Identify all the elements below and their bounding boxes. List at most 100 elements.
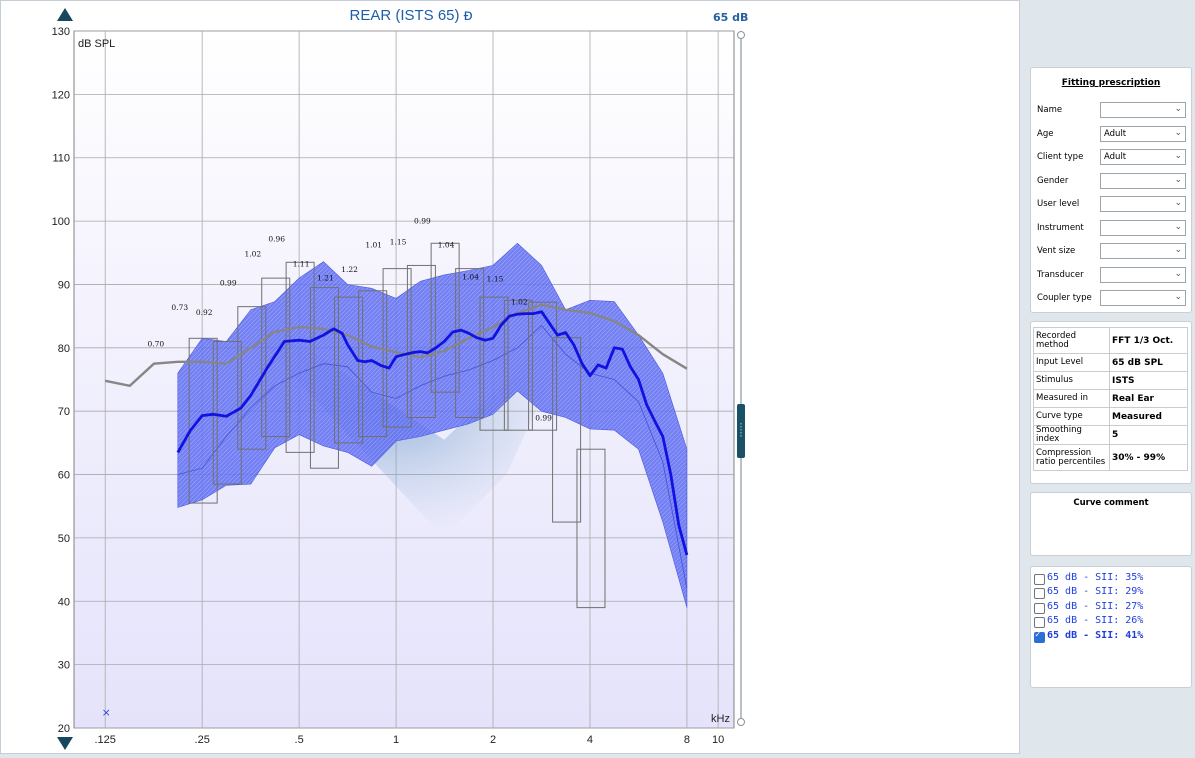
curve-checkbox[interactable] xyxy=(1034,588,1045,600)
prescription-select[interactable]: Adult ⌄ xyxy=(1100,125,1186,142)
info-value: Measured xyxy=(1109,407,1188,426)
prescription-select[interactable]: ⌄ xyxy=(1100,266,1186,283)
chevron-down-icon: ⌄ xyxy=(1174,104,1182,114)
curve-list-item[interactable]: 65 dB - SII: 27% xyxy=(1034,601,1184,615)
percentile-median-line xyxy=(177,325,688,589)
info-value: 5 xyxy=(1109,425,1188,445)
info-value: 30% - 99% xyxy=(1109,444,1188,471)
prescription-select[interactable]: Adult ⌄ xyxy=(1100,149,1186,165)
percentile-box xyxy=(334,296,364,444)
prescription-select[interactable]: ⌄ xyxy=(1100,290,1186,306)
curve-list-item[interactable]: 65 dB - SII: 41% xyxy=(1034,630,1184,644)
curve-comment-title: Curve comment xyxy=(1073,498,1149,508)
info-row: Input Level 65 dB SPL xyxy=(1033,353,1188,372)
prescription-label: Instrument xyxy=(1037,222,1084,233)
compression-ratio-label: 1.11 xyxy=(293,260,310,269)
y-tick-label: 120 xyxy=(52,89,70,101)
curve-label: 65 dB - SII: 26% xyxy=(1047,615,1144,627)
curve-label: 65 dB - SII: 35% xyxy=(1047,572,1144,583)
info-row: Measured in Real Ear xyxy=(1033,389,1188,408)
measured-curve[interactable] xyxy=(176,310,689,556)
percentile-box xyxy=(188,337,218,504)
compression-ratio-label: 0.70 xyxy=(148,340,165,349)
level-slider-thumb[interactable] xyxy=(737,404,745,458)
scale-down-arrow-icon[interactable] xyxy=(57,737,73,750)
prescription-select[interactable]: ⌄ xyxy=(1100,102,1186,118)
prescription-label: Name xyxy=(1037,105,1063,115)
compression-ratio-label: 1.02 xyxy=(244,250,261,259)
info-row: Compression ratio percentiles 30% - 99% xyxy=(1033,444,1188,471)
compression-ratio-label: 0.99 xyxy=(535,414,552,423)
curve-label: 65 dB - SII: 41% xyxy=(1047,629,1144,641)
percentile-box xyxy=(237,306,267,450)
prescription-select[interactable]: ⌄ xyxy=(1100,172,1186,189)
percentile-box xyxy=(406,264,436,419)
percentile-box xyxy=(528,301,558,431)
percentile-box xyxy=(503,299,533,431)
chevron-down-icon: ⌄ xyxy=(1174,198,1182,208)
level-label: 65 dB xyxy=(713,11,749,24)
slider-top-handle[interactable] xyxy=(737,31,745,39)
chart-panel: 20 30 40 50 60 70 80 90 100 110 120 130 .125 .25 .5 1 2 4… xyxy=(0,0,1020,754)
prescription-row-vent-size: Vent size ⌄ xyxy=(1037,243,1189,261)
prescription-row-user-level: User level ⌄ xyxy=(1037,196,1189,214)
compression-ratio-label: 0.96 xyxy=(268,234,285,243)
x-tick-label: .5 xyxy=(295,734,304,746)
prescription-label: Vent size xyxy=(1037,246,1076,256)
y-tick-label: 20 xyxy=(58,723,70,735)
prescription-row-gender: Gender ⌄ xyxy=(1037,172,1189,191)
rear-chart[interactable]: 20 30 40 50 60 70 80 90 100 110 120 130 .125 .25 .5 1 2 4… xyxy=(1,1,1021,755)
prescription-select-value: Adult xyxy=(1104,152,1127,162)
chevron-down-icon: ⌄ xyxy=(1174,174,1182,185)
curve-list-item[interactable]: 65 dB - SII: 29% xyxy=(1034,586,1184,600)
info-value: ISTS xyxy=(1109,371,1188,390)
fitting-prescription-panel: Fitting prescription Name ⌄ Age Adult ⌄ Clien… xyxy=(1030,67,1192,313)
chevron-down-icon: ⌄ xyxy=(1174,292,1182,302)
x-tick-label: .25 xyxy=(195,734,210,746)
chevron-down-icon: ⌄ xyxy=(1174,151,1182,161)
curve-list-panel: 65 dB - SII: 35% 65 dB - SII: 29% 65 dB - … xyxy=(1030,566,1192,688)
info-row: Curve type Measured xyxy=(1033,407,1188,426)
prescription-label: Gender xyxy=(1037,175,1069,186)
y-tick-label: 100 xyxy=(52,216,70,228)
percentile-box xyxy=(455,268,485,419)
x-axis-label: kHz xyxy=(711,713,730,725)
x-tick-label: 4 xyxy=(587,734,593,746)
curve-checkbox[interactable] xyxy=(1034,574,1045,585)
prescription-select[interactable]: ⌄ xyxy=(1100,196,1186,212)
prescription-select[interactable]: ⌄ xyxy=(1100,243,1186,259)
curve-list-item[interactable]: 65 dB - SII: 35% xyxy=(1034,572,1184,586)
info-row: Smoothing index 5 xyxy=(1033,425,1188,445)
curve-checkbox[interactable] xyxy=(1034,630,1045,643)
y-tick-label: 80 xyxy=(58,343,70,355)
compression-ratio-label: 1.15 xyxy=(390,238,407,247)
fitting-prescription-title[interactable]: Fitting prescription xyxy=(1061,78,1161,88)
curve-comment-panel[interactable]: Curve comment xyxy=(1030,492,1192,556)
chevron-down-icon: ⌄ xyxy=(1174,221,1182,232)
percentile-box xyxy=(358,290,388,438)
chevron-down-icon: ⌄ xyxy=(1174,127,1182,138)
percentile-box xyxy=(382,268,412,428)
prescription-select[interactable]: ⌄ xyxy=(1100,219,1186,236)
info-value: Real Ear xyxy=(1109,389,1188,408)
info-label: Compression ratio percentiles xyxy=(1033,444,1110,471)
curve-label: 65 dB - SII: 29% xyxy=(1047,586,1144,598)
scale-up-arrow-icon[interactable] xyxy=(57,8,73,21)
prescription-label: User level xyxy=(1037,199,1080,209)
measurement-info-panel: Recorded method FFT 1/3 Oct. Input Level 65… xyxy=(1030,321,1192,484)
info-label: Input Level xyxy=(1033,353,1110,372)
compression-ratio-label: 1.02 xyxy=(511,298,528,307)
chevron-down-icon: ⌄ xyxy=(1174,268,1182,279)
y-tick-label: 110 xyxy=(52,153,70,165)
y-tick-label: 70 xyxy=(58,406,70,418)
compression-ratio-label: 1.21 xyxy=(317,274,334,283)
slider-bottom-handle[interactable] xyxy=(737,718,745,726)
y-tick-label: 30 xyxy=(58,660,70,672)
percentile-box xyxy=(576,448,606,609)
y-tick-label: 50 xyxy=(58,533,70,545)
prescription-label: Transducer xyxy=(1037,269,1084,280)
curve-list-item[interactable]: 65 dB - SII: 26% xyxy=(1034,615,1184,629)
curve-checkbox[interactable] xyxy=(1034,617,1045,629)
curve-checkbox[interactable] xyxy=(1034,602,1045,614)
info-label: Smoothing index xyxy=(1033,425,1110,445)
